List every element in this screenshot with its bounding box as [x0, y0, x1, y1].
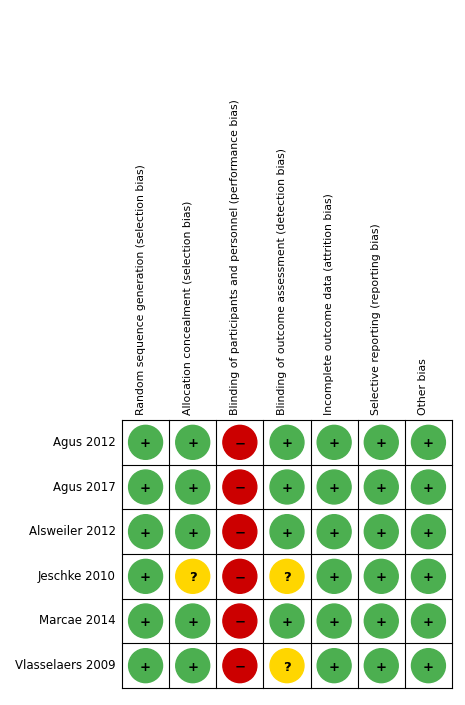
- Text: +: +: [423, 616, 434, 629]
- Text: Blinding of outcome assessment (detection bias): Blinding of outcome assessment (detectio…: [277, 148, 287, 415]
- Circle shape: [129, 559, 163, 594]
- Text: +: +: [329, 661, 339, 674]
- Circle shape: [317, 559, 351, 594]
- Text: −: −: [234, 661, 246, 674]
- Circle shape: [176, 470, 210, 504]
- Text: +: +: [281, 482, 292, 495]
- Circle shape: [270, 515, 304, 548]
- Text: −: −: [234, 437, 246, 450]
- Text: Other bias: Other bias: [418, 358, 428, 415]
- Text: Incomplete outcome data (attrition bias): Incomplete outcome data (attrition bias): [324, 193, 334, 415]
- Circle shape: [317, 425, 351, 459]
- Text: +: +: [376, 571, 387, 584]
- Text: +: +: [281, 437, 292, 450]
- Circle shape: [129, 649, 163, 682]
- Circle shape: [176, 425, 210, 459]
- Text: +: +: [376, 527, 387, 539]
- Circle shape: [129, 515, 163, 548]
- Circle shape: [317, 515, 351, 548]
- Circle shape: [412, 649, 445, 682]
- Text: −: −: [234, 482, 246, 495]
- Text: +: +: [187, 527, 198, 539]
- Circle shape: [364, 470, 398, 504]
- Text: Agus 2012: Agus 2012: [53, 436, 116, 449]
- Circle shape: [364, 425, 398, 459]
- Circle shape: [176, 515, 210, 548]
- Circle shape: [364, 649, 398, 682]
- Text: +: +: [329, 527, 339, 539]
- Text: Marcae 2014: Marcae 2014: [40, 615, 116, 627]
- Circle shape: [176, 604, 210, 638]
- Circle shape: [270, 559, 304, 594]
- Circle shape: [223, 559, 257, 594]
- Text: ?: ?: [189, 571, 197, 584]
- Text: Alsweiler 2012: Alsweiler 2012: [29, 525, 116, 538]
- Text: ?: ?: [283, 571, 291, 584]
- Text: +: +: [281, 616, 292, 629]
- Circle shape: [364, 559, 398, 594]
- Text: −: −: [234, 571, 246, 584]
- Circle shape: [412, 470, 445, 504]
- Text: +: +: [423, 437, 434, 450]
- Text: +: +: [423, 661, 434, 674]
- Circle shape: [412, 559, 445, 594]
- Circle shape: [129, 425, 163, 459]
- Circle shape: [223, 515, 257, 548]
- Circle shape: [176, 649, 210, 682]
- Circle shape: [317, 470, 351, 504]
- Circle shape: [412, 604, 445, 638]
- Circle shape: [223, 425, 257, 459]
- Circle shape: [270, 470, 304, 504]
- Text: Agus 2017: Agus 2017: [53, 481, 116, 494]
- Text: Blinding of participants and personnel (performance bias): Blinding of participants and personnel (…: [230, 99, 240, 415]
- Text: Vlasselaers 2009: Vlasselaers 2009: [15, 659, 116, 672]
- Text: ?: ?: [283, 661, 291, 674]
- Text: +: +: [140, 437, 151, 450]
- Text: +: +: [376, 616, 387, 629]
- Text: +: +: [187, 616, 198, 629]
- Circle shape: [223, 649, 257, 682]
- Text: +: +: [140, 616, 151, 629]
- Circle shape: [317, 604, 351, 638]
- Circle shape: [270, 425, 304, 459]
- Text: +: +: [329, 437, 339, 450]
- Circle shape: [129, 604, 163, 638]
- Circle shape: [223, 470, 257, 504]
- Text: +: +: [140, 482, 151, 495]
- Circle shape: [176, 559, 210, 594]
- Text: +: +: [329, 482, 339, 495]
- Text: +: +: [329, 616, 339, 629]
- Circle shape: [129, 470, 163, 504]
- Text: +: +: [376, 482, 387, 495]
- Circle shape: [412, 425, 445, 459]
- Text: +: +: [423, 571, 434, 584]
- Text: −: −: [234, 616, 246, 629]
- Circle shape: [270, 649, 304, 682]
- Text: +: +: [423, 482, 434, 495]
- Text: +: +: [376, 437, 387, 450]
- Circle shape: [412, 515, 445, 548]
- Circle shape: [364, 604, 398, 638]
- Text: Jeschke 2010: Jeschke 2010: [38, 570, 116, 583]
- Circle shape: [270, 604, 304, 638]
- Text: Selective reporting (reporting bias): Selective reporting (reporting bias): [371, 223, 381, 415]
- Circle shape: [223, 604, 257, 638]
- Circle shape: [317, 649, 351, 682]
- Text: +: +: [423, 527, 434, 539]
- Text: +: +: [140, 661, 151, 674]
- Text: Allocation concealment (selection bias): Allocation concealment (selection bias): [183, 201, 193, 415]
- Text: +: +: [187, 437, 198, 450]
- Text: +: +: [329, 571, 339, 584]
- Text: +: +: [281, 527, 292, 539]
- Text: +: +: [187, 482, 198, 495]
- Text: Random sequence generation (selection bias): Random sequence generation (selection bi…: [136, 164, 146, 415]
- Text: +: +: [187, 661, 198, 674]
- Text: +: +: [376, 661, 387, 674]
- Text: +: +: [140, 527, 151, 539]
- Text: +: +: [140, 571, 151, 584]
- Text: −: −: [234, 527, 246, 539]
- Circle shape: [364, 515, 398, 548]
